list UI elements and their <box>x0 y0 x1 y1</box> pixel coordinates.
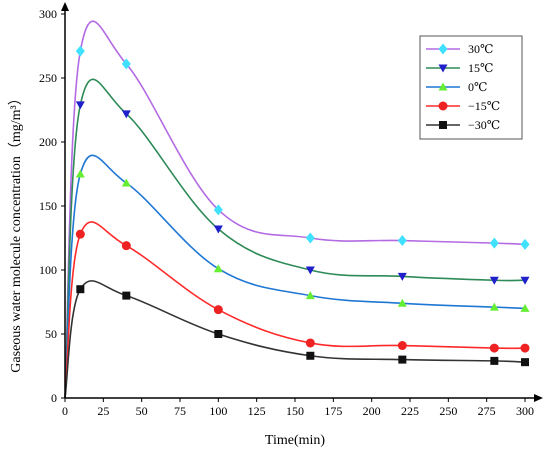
legend-item: 0℃ <box>426 80 487 94</box>
legend-label: 0℃ <box>468 80 487 94</box>
legend-marker <box>438 101 448 111</box>
x-tick-label: 0 <box>62 404 68 418</box>
legend-item: 30℃ <box>426 42 493 56</box>
data-point <box>75 101 85 110</box>
legend-label: −15℃ <box>468 99 500 113</box>
y-tick-label: 150 <box>39 199 57 213</box>
x-tick-label: 275 <box>478 404 496 418</box>
data-point <box>75 229 85 239</box>
data-point <box>520 303 530 312</box>
x-tick-label: 150 <box>286 404 304 418</box>
legend-marker <box>438 43 448 55</box>
legend-item: −30℃ <box>426 118 500 132</box>
data-point <box>305 266 315 275</box>
data-point <box>305 338 315 348</box>
data-point <box>521 358 529 367</box>
x-tick-label: 50 <box>136 404 148 418</box>
data-point <box>121 241 131 251</box>
series-line <box>64 221 526 399</box>
data-point <box>489 343 499 353</box>
data-point <box>489 302 499 311</box>
data-point <box>213 204 223 216</box>
series-2 <box>64 154 530 399</box>
data-point <box>213 305 223 315</box>
legend-item: 15℃ <box>426 61 493 75</box>
data-point <box>214 330 223 338</box>
data-point <box>489 237 499 249</box>
series-3 <box>64 221 530 399</box>
data-point <box>397 272 407 281</box>
series-line <box>64 20 526 399</box>
legend: 30℃ 15℃ 0℃ −15℃ −30℃ <box>419 35 523 140</box>
y-tick-label: 250 <box>39 71 57 85</box>
x-tick-label: 25 <box>97 404 109 418</box>
data-point <box>397 341 407 351</box>
legend-item: −15℃ <box>426 99 500 113</box>
legend-box <box>419 35 523 140</box>
data-point <box>520 238 530 250</box>
x-axis-label: Time(min) <box>265 433 325 448</box>
legend-label: 30℃ <box>468 42 493 56</box>
x-tick-label: 100 <box>209 404 227 418</box>
legend-label: 15℃ <box>468 61 493 75</box>
data-point <box>305 232 315 244</box>
legend-marker <box>438 82 448 91</box>
data-point <box>76 285 85 294</box>
y-tick-label: 100 <box>39 263 57 277</box>
data-point <box>121 58 131 70</box>
data-point <box>213 264 223 273</box>
x-tick-label: 250 <box>439 404 457 418</box>
data-point <box>306 351 315 360</box>
data-point <box>398 355 407 364</box>
data-point <box>75 169 85 178</box>
data-point <box>489 276 499 285</box>
data-point <box>122 291 131 300</box>
y-axis-arrow <box>61 2 69 11</box>
data-point <box>213 225 223 234</box>
y-tick-label: 300 <box>39 7 57 21</box>
y-tick-label: 0 <box>51 391 57 405</box>
legend-marker <box>439 121 447 129</box>
legend-marker <box>438 64 448 73</box>
data-point <box>121 110 131 119</box>
data-point <box>490 356 499 365</box>
data-point <box>397 298 407 307</box>
x-tick-label: 75 <box>174 404 186 418</box>
x-tick-label: 200 <box>363 404 381 418</box>
y-tick-label: 200 <box>39 135 57 149</box>
data-point <box>121 178 131 187</box>
legend-label: −30℃ <box>468 118 500 132</box>
y-axis-label: Gaseous water molecule concentration（mg/… <box>8 91 24 372</box>
data-point <box>305 291 315 300</box>
x-axis-arrow <box>534 394 543 402</box>
x-tick-label: 125 <box>248 404 266 418</box>
data-point <box>520 276 530 285</box>
data-point <box>397 235 407 247</box>
series-line <box>64 154 526 399</box>
x-tick-label: 225 <box>401 404 419 418</box>
data-point <box>75 45 85 57</box>
series-0 <box>64 20 530 399</box>
series-1 <box>64 78 530 399</box>
data-point <box>520 343 530 353</box>
series-4 <box>64 280 529 399</box>
y-tick-label: 50 <box>45 327 57 341</box>
x-tick-label: 175 <box>324 404 342 418</box>
x-tick-label: 300 <box>516 404 534 418</box>
axes: 0 25 50 75 100 125 150 175 200 225 250 275 300 0 50 100… <box>39 2 543 418</box>
plot-area <box>64 20 530 399</box>
